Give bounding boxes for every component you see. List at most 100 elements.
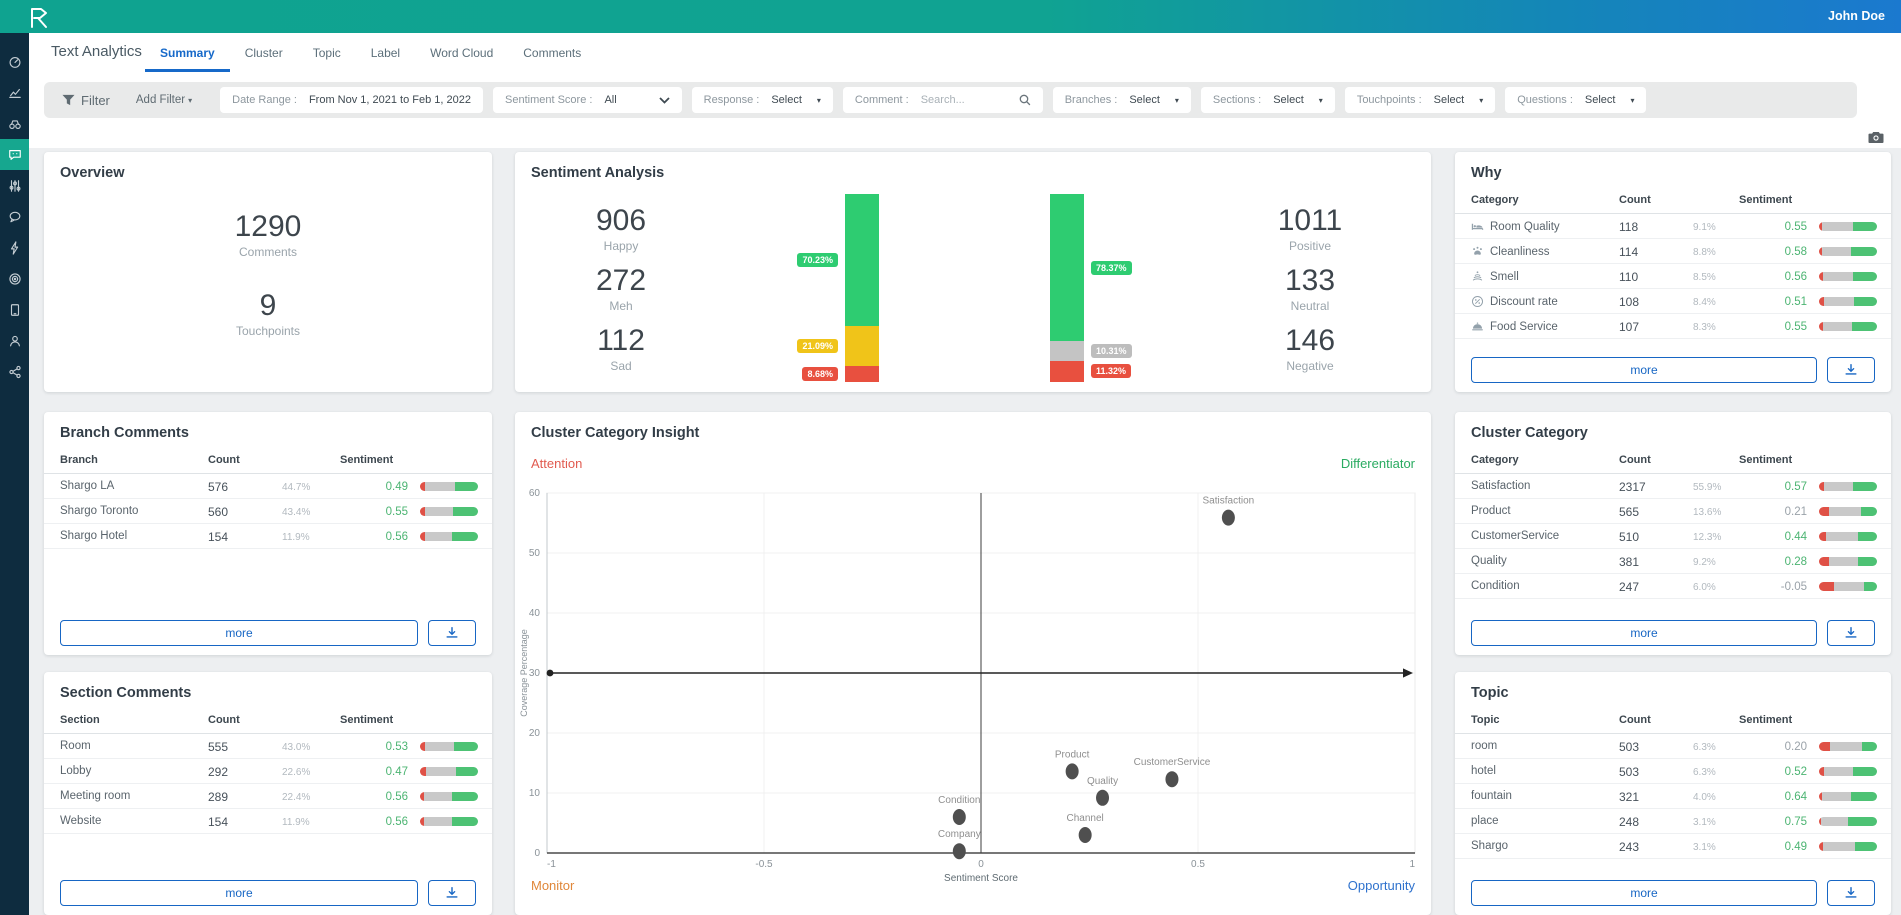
polarity-bar[interactable]: 78.37% 10.31% 11.32%	[1050, 194, 1132, 382]
table-row[interactable]: hotel 503 6.3% 0.52	[1455, 759, 1891, 784]
row-name-text: Room Quality	[1490, 220, 1560, 233]
table-row[interactable]: Product 565 13.6% 0.21	[1455, 499, 1891, 524]
x-axis-label: Sentiment Score	[944, 873, 1018, 884]
filter-sentiment-score[interactable]: Sentiment Score : All	[493, 87, 682, 113]
table-row[interactable]: Food Service 107 8.3% 0.55	[1455, 314, 1891, 339]
stat-negative: 146 Negative	[1285, 324, 1335, 373]
tab-comments[interactable]: Comments	[523, 45, 582, 60]
scatter-point-product[interactable]: Product	[1055, 749, 1090, 780]
filter-touchpoints[interactable]: Touchpoints : Select ▾	[1344, 87, 1496, 113]
sidebar-item-controls[interactable]	[0, 170, 29, 201]
row-name: hotel	[1471, 765, 1496, 777]
bar-segment[interactable]	[1050, 360, 1084, 382]
brand-logo[interactable]	[24, 3, 58, 35]
download-button[interactable]	[428, 880, 476, 906]
sidebar-item-integrations[interactable]	[0, 356, 29, 387]
filter-branches[interactable]: Branches : Select ▾	[1052, 87, 1191, 113]
stat-label: Neutral	[1290, 299, 1330, 313]
more-button[interactable]: more	[1471, 620, 1817, 646]
table-row[interactable]: place 248 3.1% 0.75	[1455, 809, 1891, 834]
sidebar-item-actions[interactable]	[0, 232, 29, 263]
filter-questions[interactable]: Questions : Select ▾	[1505, 87, 1647, 113]
bar-segment[interactable]	[1050, 194, 1084, 342]
tab-label[interactable]: Label	[370, 45, 401, 60]
scatter-point-condition[interactable]: Condition	[938, 795, 980, 825]
filter-sections[interactable]: Sections : Select ▾	[1200, 87, 1335, 113]
sidebar-item-dashboard[interactable]	[0, 46, 29, 77]
add-filter-button[interactable]: Add Filter ▾	[135, 94, 193, 106]
tab-cluster[interactable]: Cluster	[244, 45, 283, 60]
mood-bar[interactable]: 70.23% 21.09% 8.68%	[797, 194, 879, 382]
filter-response[interactable]: Response : Select ▾	[691, 87, 833, 113]
quadrant-label-differentiator: Differentiator	[1340, 456, 1415, 471]
filter-date-range[interactable]: Date Range : From Nov 1, 2021 to Feb 1, 2…	[220, 87, 483, 113]
svg-text:20: 20	[529, 728, 541, 739]
table-row[interactable]: Satisfaction 2317 55.9% 0.57	[1455, 474, 1891, 499]
download-button[interactable]	[1827, 357, 1875, 383]
sidebar-item-text-analytics[interactable]	[0, 139, 29, 170]
filter-comment[interactable]: Comment : Search...	[842, 87, 1043, 113]
table-row[interactable]: CustomerService 510 12.3% 0.44	[1455, 524, 1891, 549]
more-button[interactable]: more	[60, 880, 418, 906]
scatter-point-quality[interactable]: Quality	[1087, 776, 1118, 806]
table-row[interactable]: Shargo Toronto 560 43.4% 0.55	[44, 499, 492, 524]
scatter-point-customerservice[interactable]: CustomerService	[1134, 757, 1211, 788]
bar-segment[interactable]	[845, 194, 879, 327]
sidebar-item-conversations[interactable]	[0, 201, 29, 232]
svg-text:Channel: Channel	[1067, 813, 1104, 824]
table-row[interactable]: Condition 247 6.0% -0.05	[1455, 574, 1891, 599]
scatter-point-satisfaction[interactable]: Satisfaction	[1203, 496, 1255, 526]
table-row[interactable]: Shargo 243 3.1% 0.49	[1455, 834, 1891, 859]
scatter-point-company[interactable]: Company	[938, 829, 981, 860]
sidebar-item-devices[interactable]	[0, 294, 29, 325]
row-percent: 8.5%	[1693, 272, 1716, 283]
table-row[interactable]: Cleanliness 114 8.8% 0.58	[1455, 239, 1891, 264]
more-button[interactable]: more	[1471, 880, 1817, 906]
scatter-point-channel[interactable]: Channel	[1067, 813, 1104, 843]
table-row[interactable]: room 503 6.3% 0.20	[1455, 734, 1891, 759]
stat-sad: 112 Sad	[597, 324, 645, 373]
sidebar-item-goals[interactable]	[0, 263, 29, 294]
table-row[interactable]: Quality 381 9.2% 0.28	[1455, 549, 1891, 574]
search-input[interactable]: Search...	[920, 94, 965, 106]
neutral-segment	[424, 817, 453, 826]
download-button[interactable]	[428, 620, 476, 646]
positive-segment	[453, 742, 478, 751]
table-row[interactable]: Lobby 292 22.6% 0.47	[44, 759, 492, 784]
more-button[interactable]: more	[1471, 357, 1817, 383]
table-row[interactable]: Meeting room 289 22.4% 0.56	[44, 784, 492, 809]
sidebar-item-users[interactable]	[0, 325, 29, 356]
caret-down-icon: ▾	[1318, 95, 1323, 105]
bar-segment[interactable]	[845, 326, 879, 366]
table-row[interactable]: fountain 321 4.0% 0.64	[1455, 784, 1891, 809]
table-row[interactable]: Website 154 11.9% 0.56	[44, 809, 492, 834]
table-row[interactable]: Shargo Hotel 154 11.9% 0.56	[44, 524, 492, 549]
camera-icon[interactable]	[1868, 131, 1884, 149]
tab-word-cloud[interactable]: Word Cloud	[430, 45, 494, 60]
download-button[interactable]	[1827, 620, 1875, 646]
table-header-row: Section Count Sentiment	[44, 708, 492, 734]
row-count: 110	[1619, 270, 1639, 284]
download-button[interactable]	[1827, 880, 1875, 906]
table-row[interactable]: Smell 110 8.5% 0.56	[1455, 264, 1891, 289]
row-sentiment-value: 0.47	[385, 766, 408, 778]
user-menu[interactable]: John Doe	[1828, 9, 1885, 23]
sidebar-item-explore[interactable]	[0, 108, 29, 139]
bar-segment[interactable]	[845, 365, 879, 382]
row-name: room	[1471, 740, 1497, 752]
bar-segment[interactable]	[1050, 341, 1084, 361]
table-row[interactable]: Shargo LA 576 44.7% 0.49	[44, 474, 492, 499]
more-button[interactable]: more	[60, 620, 418, 646]
card-actions: more	[1471, 880, 1875, 906]
row-sentiment-bar	[1819, 272, 1877, 281]
row-sentiment-bar	[1819, 247, 1877, 256]
positive-segment	[1850, 792, 1877, 801]
table-row[interactable]: Discount rate 108 8.4% 0.51	[1455, 289, 1891, 314]
tab-topic[interactable]: Topic	[312, 45, 341, 60]
stat-label: Happy	[603, 239, 639, 253]
sidebar-item-trends[interactable]	[0, 77, 29, 108]
row-sentiment-bar	[1819, 222, 1877, 231]
tab-summary[interactable]: Summary	[145, 33, 230, 72]
table-row[interactable]: Room Quality 118 9.1% 0.55	[1455, 214, 1891, 239]
table-row[interactable]: Room 555 43.0% 0.53	[44, 734, 492, 759]
